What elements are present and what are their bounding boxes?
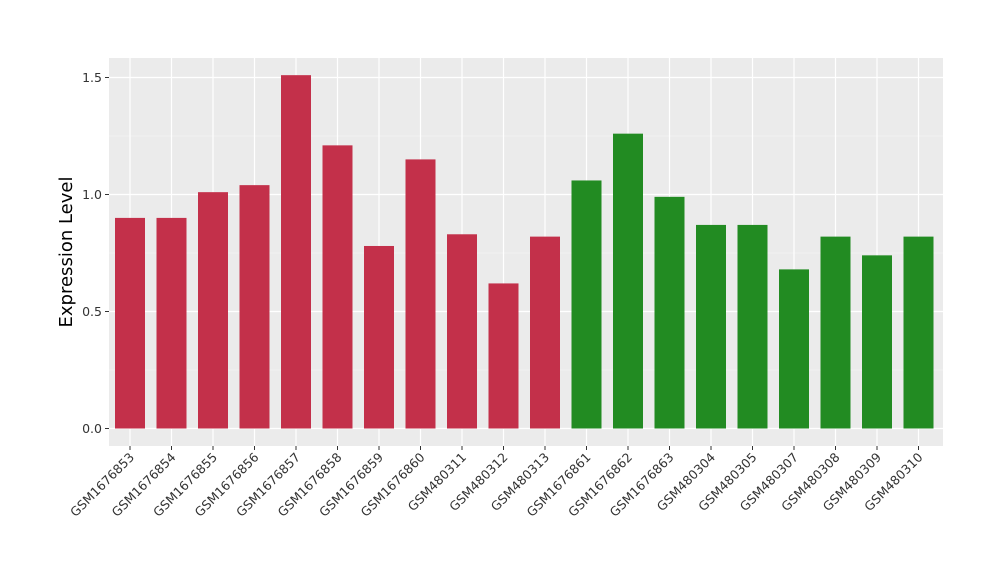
bar-gsm1676855: [198, 192, 228, 429]
bar-gsm1676861: [571, 180, 602, 429]
bar-gsm1676860: [405, 159, 436, 429]
bar-gsm1676856: [239, 185, 270, 429]
bar-gsm480308: [820, 236, 851, 429]
plot-panel: [109, 58, 943, 446]
y-tick-label: 0.5: [82, 304, 102, 319]
y-tick-label: 0.0: [82, 421, 102, 436]
bar-gsm1676854: [156, 217, 187, 429]
bar-gsm1676859: [364, 245, 394, 429]
bar-gsm480311: [447, 234, 477, 429]
bar-gsm480313: [530, 236, 560, 429]
y-axis-label: Expression Level: [56, 177, 77, 328]
bar-gsm1676863: [654, 196, 685, 429]
y-tick-label: 1.0: [82, 187, 102, 202]
bar-gsm480305: [737, 224, 768, 429]
bar-gsm480310: [903, 236, 934, 429]
bar-gsm1676858: [322, 145, 353, 429]
y-tick-label: 1.5: [82, 70, 102, 85]
bar-gsm1676853: [115, 217, 145, 429]
bar-gsm480312: [488, 283, 519, 429]
bar-gsm480309: [862, 255, 892, 429]
bar-gsm1676857: [281, 75, 311, 429]
bar-gsm480307: [779, 269, 809, 429]
bar-gsm1676862: [613, 133, 643, 429]
bar-gsm480304: [696, 224, 726, 429]
